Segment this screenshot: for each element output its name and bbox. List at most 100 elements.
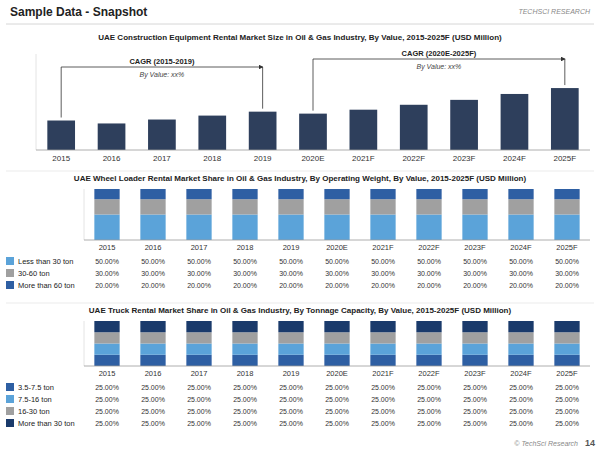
bar-segment — [278, 199, 303, 214]
legend-swatch — [6, 257, 14, 265]
bar-segment — [186, 344, 211, 355]
x-tick-label: 2023F — [464, 243, 486, 252]
bar-segment — [416, 199, 441, 214]
bar-segment — [278, 344, 303, 355]
bar-segment — [508, 189, 533, 199]
table-value: 30.00% — [417, 270, 441, 277]
bar — [249, 112, 277, 150]
table-value: 25.00% — [279, 384, 303, 391]
table-value: 50.00% — [509, 258, 533, 265]
table-value: 50.00% — [417, 258, 441, 265]
bar-segment — [462, 189, 487, 199]
table-value: 25.00% — [555, 408, 579, 415]
x-tick-label: 2017 — [191, 369, 208, 378]
table-value: 20.00% — [463, 282, 487, 289]
bar-segment — [140, 199, 165, 214]
x-tick-label: 2024F — [510, 369, 532, 378]
table-value: 25.00% — [141, 420, 165, 427]
x-tick-label: 2019 — [283, 243, 300, 252]
chart-title: UAE Construction Equipment Rental Market… — [98, 33, 502, 42]
bar — [98, 123, 126, 150]
bar-segment — [508, 321, 533, 332]
table-value: 25.00% — [509, 396, 533, 403]
table-value: 25.00% — [233, 408, 257, 415]
bar-segment — [508, 344, 533, 355]
legend-swatch — [6, 407, 14, 415]
table-value: 25.00% — [187, 408, 211, 415]
x-tick-label: 2018 — [237, 369, 254, 378]
bar-segment — [370, 355, 395, 366]
legend-swatch — [6, 383, 14, 391]
legend-label: More than 30 ton — [18, 419, 75, 428]
table-value: 50.00% — [555, 258, 579, 265]
x-tick-label: 2025F — [553, 154, 576, 163]
table-value: 50.00% — [279, 258, 303, 265]
table-value: 20.00% — [141, 282, 165, 289]
x-tick-label: 2022F — [418, 243, 440, 252]
table-value: 25.00% — [325, 408, 349, 415]
legend-label: 30-60 ton — [18, 269, 50, 278]
bar-segment — [554, 199, 579, 214]
legend-row: 30-60 ton30.00%30.00%30.00%30.00%30.00%3… — [6, 269, 579, 278]
legend-swatch — [6, 281, 14, 289]
table-value: 30.00% — [187, 270, 211, 277]
bar-segment — [508, 332, 533, 343]
bar-segment — [554, 355, 579, 366]
x-tick-label: 2016 — [103, 154, 121, 163]
table-value: 25.00% — [509, 408, 533, 415]
x-tick-label: 2021F — [372, 369, 394, 378]
bar-segment — [94, 355, 119, 366]
bar-segment — [232, 332, 257, 343]
table-value: 25.00% — [325, 384, 349, 391]
x-tick-label: 2025F — [556, 369, 578, 378]
x-tick-label: 2023F — [453, 154, 476, 163]
table-value: 20.00% — [509, 282, 533, 289]
bar-segment — [370, 321, 395, 332]
table-value: 25.00% — [187, 396, 211, 403]
bar-segment — [508, 355, 533, 366]
page: Sample Data - SnapshotTECHSCI RESEARCH14… — [0, 0, 600, 450]
table-value: 50.00% — [95, 258, 119, 265]
x-tick-label: 2023F — [464, 369, 486, 378]
bar-segment — [324, 199, 349, 214]
bar-segment — [140, 189, 165, 199]
table-value: 30.00% — [463, 270, 487, 277]
bar-segment — [94, 321, 119, 332]
header-rule — [6, 24, 594, 25]
x-tick-label: 2017 — [153, 154, 171, 163]
x-tick-label: 2015 — [52, 154, 70, 163]
bar-segment — [140, 344, 165, 355]
table-value: 30.00% — [279, 270, 303, 277]
x-tick-label: 2021F — [372, 243, 394, 252]
bar-segment — [416, 189, 441, 199]
x-tick-label: 2020E — [301, 154, 324, 163]
table-value: 25.00% — [555, 420, 579, 427]
table-value: 25.00% — [233, 396, 257, 403]
table-value: 25.00% — [279, 420, 303, 427]
y-axis-line — [36, 54, 37, 150]
bar — [501, 94, 529, 150]
table-value: 50.00% — [463, 258, 487, 265]
bar-segment — [416, 332, 441, 343]
table-value: 50.00% — [187, 258, 211, 265]
bracket-arrow — [313, 59, 565, 60]
bar-segment — [278, 215, 303, 241]
bar-segment — [232, 189, 257, 199]
table-value: 20.00% — [325, 282, 349, 289]
bar-segment — [324, 189, 349, 199]
table-value: 20.00% — [371, 282, 395, 289]
table-value: 50.00% — [371, 258, 395, 265]
bar-segment — [416, 321, 441, 332]
chart-title: UAE Truck Rental Market Share in Oil & G… — [89, 306, 512, 315]
bar-segment — [462, 215, 487, 241]
y-axis-line — [84, 321, 85, 366]
table-value: 25.00% — [279, 408, 303, 415]
bar-segment — [186, 215, 211, 241]
table-value: 25.00% — [95, 384, 119, 391]
table-value: 25.00% — [555, 396, 579, 403]
x-tick-label: 2015 — [99, 369, 116, 378]
table-value: 25.00% — [371, 420, 395, 427]
bar-segment — [416, 344, 441, 355]
table-value: 20.00% — [95, 282, 119, 289]
x-tick-label: 2015 — [99, 243, 116, 252]
